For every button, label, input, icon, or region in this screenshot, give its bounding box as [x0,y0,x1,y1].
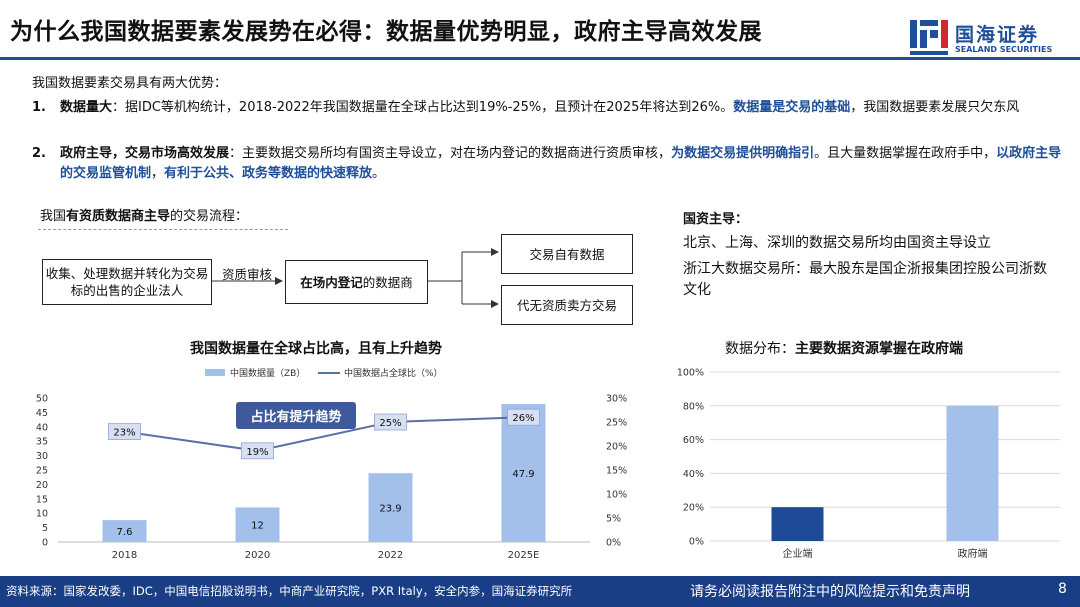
legend-label-bar: 中国数据量（ZB） [230,367,305,379]
y-axis-tick-label: 45 [36,408,48,419]
point-2: 2. 政府主导，交易市场高效发展：主要数据交易所均有国资主导设立，对在场内登记的… [32,144,1062,184]
y-axis-tick-label: 15 [36,494,48,505]
y-axis-tick-label: 80% [683,401,704,412]
point-lead-2: 交易市场高效发展 [125,146,230,161]
line-point-marker [241,442,274,460]
bar-value-label: 7.6 [117,527,133,538]
bar-value-label: 47.9 [512,469,534,480]
gov-heading: 国资主导： [683,212,749,227]
point-lead: 数据量大 [60,100,113,115]
callout-label: 占比有提升趋势 [250,409,341,425]
callout-box [236,402,356,429]
title-divider [0,57,1080,60]
line-share [124,416,524,452]
point-highlight: 以政府主导的交易监管机制 [60,146,1062,181]
x-axis-tick-label: 2020 [245,550,270,561]
intro-text: 我国数据要素交易具有两大优势： [32,76,228,91]
y-axis-tick-label: 40 [36,422,48,433]
point-number: 1. [32,100,46,115]
point-highlight: 数据量是交易的基础 [733,100,851,115]
point-text: 。且大量数据掌握在政府手中， [814,146,997,161]
flow-title-divider [38,229,288,230]
chart-1-title: 我国数据量在全球占比高，且有上升趋势 [190,341,442,357]
footer-source: 资料来源：国家发改委，IDC，中国电信招股说明书，中商产业研究院，PXR Ita… [6,584,573,598]
gov-line-1: 北京、上海、深圳的数据交易所均由国资主导设立 [683,235,991,251]
point-text: ， [151,166,165,181]
point-1: 1. 数据量大：据IDC等机构统计，2018-2022年我国数据量在全球占比达到… [32,98,1062,138]
point-text: ，我国数据要素发展只欠东风 [850,100,1020,115]
y2-axis-tick-label: 5% [606,514,621,525]
point-highlight: 为数据交易提供明确指引 [671,146,815,161]
y-axis-tick-label: 100% [677,368,704,379]
bar-value-label: 23.9 [379,504,401,515]
bar-distribution [771,507,824,541]
point-lead: 政府主导 [60,146,113,161]
y-axis-tick-label: 0 [42,538,48,549]
bar-volume [368,473,413,542]
point-text: ：据IDC等机构统计，2018-2022年我国数据量在全球占比达到19%-25%… [112,100,734,115]
logo-text-en: SEALAND SECURITIES [955,45,1053,54]
point-number: 2. [32,146,46,161]
point-sep: ， [112,146,126,161]
y2-axis-tick-label: 30% [606,394,627,405]
y-axis-tick-label: 40% [683,469,704,480]
bar-volume [235,507,280,542]
y2-axis-tick-label: 0% [606,538,621,549]
point-body: 政府主导，交易市场高效发展：主要数据交易所均有国资主导设立，对在场内登记的数据商… [60,144,1065,184]
page-number: 8 [1058,581,1067,597]
chart-2-title: 数据分布：主要数据资源掌握在政府端 [725,341,963,357]
flow-source-box: 收集、处理数据并转化为交易标的出售的企业法人 [42,259,212,305]
line-point-marker [108,423,141,440]
x-axis-tick-label: 2025E [508,550,540,561]
y-axis-tick-label: 35 [36,437,48,448]
y2-axis-tick-label: 10% [606,490,627,501]
y-axis-tick-label: 25 [36,466,48,477]
point-text: ：主要数据交易所均有国资主导设立，对在场内登记的数据商进行资质审核， [229,146,672,161]
flow-connectors [212,248,499,308]
flow-arrow-label: 资质审核 [222,267,273,282]
x-axis-tick-label: 2018 [112,550,137,561]
x-axis-tick-label: 企业端 [783,547,813,560]
flow-dealer-box: 在场内登记 的数据商 [285,260,428,304]
y-axis-tick-label: 5 [42,523,48,534]
bar-value-label: 12 [251,521,264,532]
legend-label-line: 中国数据占全球比（%） [344,367,443,379]
y-axis-tick-label: 20 [36,480,48,491]
line-point-label: 25% [379,418,401,429]
page-title: 为什么我国数据要素发展势在必得：数据量优势明显，政府主导高效发展 [10,19,762,45]
point-text: 。 [372,166,386,181]
bar-volume [501,404,546,542]
gov-line-2: 浙江大数据交易所：最大股东是国企浙报集团控股公司浙数文化 [683,261,1047,298]
y-axis-tick-label: 60% [683,435,704,446]
y2-axis-tick-label: 25% [606,418,627,429]
chart-1-volume-share: 中国数据量（ZB） 中国数据占全球比（%） 0 5 10 15 20 25 30 35 40 45 50… [36,367,627,561]
flow-output-agent-trade: 代无资质卖方交易 [501,285,633,325]
line-point-label: 19% [246,447,268,458]
y-axis-tick-label: 10 [36,509,48,520]
line-point-label: 23% [113,428,135,439]
legend-swatch-bar [205,369,225,376]
sealand-logo-icon [910,20,948,55]
footer-bar [0,576,1080,607]
flow-output-own-data: 交易自有数据 [501,234,633,274]
line-point-marker [507,408,540,426]
flow-title: 我国有资质数据商主导的交易流程： [40,209,249,224]
y-axis-tick-label: 30 [36,451,48,462]
bar-volume [102,520,147,542]
y2-axis-tick-label: 15% [606,466,627,477]
x-axis-tick-label: 2022 [378,550,403,561]
point-highlight: 有利于公共、政务等数据的快速释放 [164,166,373,181]
y-axis-tick-label: 50 [36,394,48,405]
y2-axis-tick-label: 20% [606,442,627,453]
line-point-label: 26% [512,413,534,424]
x-axis-tick-label: 政府端 [958,547,988,560]
chart-2-distribution: 0% 20% 40% 60% 80% 100% 企业端 政府端 [677,368,1060,560]
point-body: 数据量大：据IDC等机构统计，2018-2022年我国数据量在全球占比达到19%… [60,98,1065,118]
y-axis-tick-label: 0% [689,537,704,548]
y-axis-tick-label: 20% [683,503,704,514]
logo-text-cn: 国海证券 [955,24,1040,46]
footer-disclaimer: 请务必阅读报告附注中的风险提示和免责声明 [690,584,970,600]
line-point-marker [374,413,407,431]
bar-distribution [946,405,999,541]
